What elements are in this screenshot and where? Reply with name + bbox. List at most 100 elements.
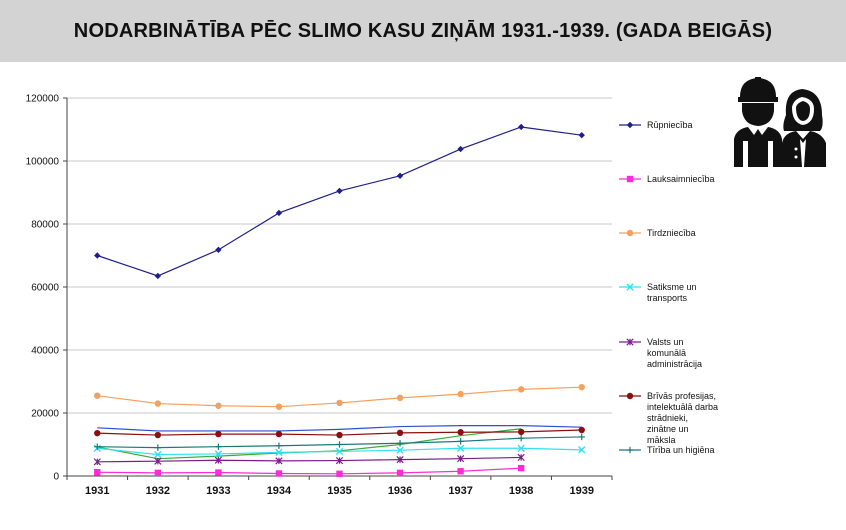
data-point xyxy=(457,429,464,436)
chart-grid xyxy=(67,97,612,414)
data-point xyxy=(215,443,222,450)
data-point xyxy=(457,438,464,445)
legend-item: Satiksme un transports xyxy=(619,282,697,303)
x-tick-label: 1931 xyxy=(85,485,109,497)
data-point xyxy=(396,429,404,437)
data-point xyxy=(336,441,343,448)
legend-item: Lauksaimniecība xyxy=(619,174,715,184)
y-tick-label: 80000 xyxy=(31,220,59,231)
data-point xyxy=(335,456,344,465)
chart-series xyxy=(93,123,586,477)
data-point xyxy=(154,444,162,451)
data-point xyxy=(336,187,343,195)
data-point xyxy=(517,453,525,462)
series-7 xyxy=(97,425,582,432)
data-point xyxy=(517,428,525,436)
data-point xyxy=(154,272,162,280)
y-tick-label: 40000 xyxy=(31,346,59,357)
legend-label: Satiksme un transports xyxy=(647,282,697,303)
data-point xyxy=(215,402,222,409)
data-point xyxy=(578,383,585,391)
data-point xyxy=(517,123,525,131)
data-point xyxy=(154,457,162,465)
data-point xyxy=(517,464,525,472)
data-point xyxy=(94,443,101,450)
data-point xyxy=(578,446,586,454)
data-point xyxy=(578,433,585,441)
data-point xyxy=(335,447,344,456)
data-point xyxy=(154,469,162,477)
legend-item: Tirdzniecība xyxy=(619,228,696,238)
data-point xyxy=(94,469,101,476)
data-point xyxy=(456,455,465,463)
data-point xyxy=(396,172,404,180)
series-0 xyxy=(94,123,585,280)
legend-item: Tīrība un higiēna xyxy=(619,445,715,455)
legend-label: Tīrība un higiēna xyxy=(647,445,715,455)
series-line xyxy=(97,467,522,475)
data-point xyxy=(626,283,634,291)
data-point xyxy=(336,399,343,407)
data-point xyxy=(517,444,525,452)
y-tick-label: 0 xyxy=(53,472,59,483)
series-6 xyxy=(94,433,585,451)
data-point xyxy=(214,456,223,464)
data-point xyxy=(396,455,404,464)
series-line xyxy=(97,126,582,277)
x-tick-label: 1938 xyxy=(509,485,533,497)
y-tick-label: 20000 xyxy=(31,409,59,420)
data-point xyxy=(154,400,162,407)
data-point xyxy=(517,435,525,442)
data-point xyxy=(396,446,404,454)
line-chart: 0 20000 40000 60000 80000 100000 120000 1931 193… xyxy=(26,94,718,498)
data-point xyxy=(457,468,464,475)
data-point xyxy=(517,386,525,393)
x-tick-label: 1932 xyxy=(146,485,170,497)
data-point xyxy=(457,390,464,398)
x-tick-label: 1939 xyxy=(569,485,593,497)
legend-label: Brīvās profesijas, intelektuālā darba strā… xyxy=(647,391,718,445)
data-point xyxy=(626,121,634,129)
data-point xyxy=(275,403,283,410)
x-tick-label: 1936 xyxy=(388,485,412,497)
data-point xyxy=(626,338,634,346)
data-point xyxy=(215,430,222,438)
x-tick-label: 1934 xyxy=(267,485,292,497)
page-title: NODARBINĀTĪBA PĒC SLIMO KASU ZIŅĀM 1931.… xyxy=(73,19,773,42)
data-point xyxy=(396,394,404,402)
legend-label: Tirdzniecība xyxy=(647,228,696,238)
chart-legend: Rūpniecība Lauksaimniecība Tirdzniecība Sat… xyxy=(619,120,718,455)
data-point xyxy=(275,470,283,477)
data-point xyxy=(215,246,222,254)
data-point xyxy=(336,431,343,439)
x-tick-label: 1935 xyxy=(327,485,351,497)
data-point xyxy=(154,431,162,439)
legend-label: Valsts un komunālā administrācija xyxy=(647,337,702,369)
data-point xyxy=(94,252,101,259)
data-point xyxy=(578,131,585,139)
data-point xyxy=(93,458,101,466)
data-point xyxy=(626,392,634,400)
data-point xyxy=(336,470,343,477)
y-tick-label: 60000 xyxy=(31,283,59,294)
legend-item: Brīvās profesijas, intelektuālā darba strā… xyxy=(619,391,718,445)
data-point xyxy=(275,448,283,457)
data-point xyxy=(626,175,634,183)
data-point xyxy=(626,229,634,237)
legend-item: Valsts un komunālā administrācija xyxy=(619,337,702,369)
data-point xyxy=(456,444,465,452)
data-point xyxy=(396,440,404,447)
legend-label: Rūpniecība xyxy=(647,120,693,130)
data-point xyxy=(275,442,283,449)
data-point xyxy=(275,430,283,438)
series-line xyxy=(97,425,582,432)
data-point xyxy=(94,429,101,437)
data-point xyxy=(578,426,585,434)
y-tick-label: 100000 xyxy=(26,157,60,168)
data-point xyxy=(457,145,464,153)
workers-icon xyxy=(734,77,826,167)
series-1 xyxy=(94,464,525,477)
data-point xyxy=(396,469,404,477)
data-point xyxy=(215,469,222,476)
x-tick-label: 1937 xyxy=(448,485,472,497)
